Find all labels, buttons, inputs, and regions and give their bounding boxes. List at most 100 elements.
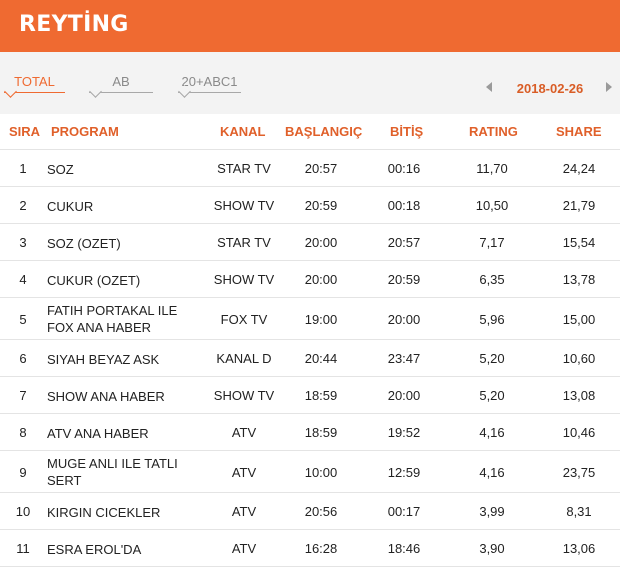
end-time-cell: 20:00 (387, 312, 421, 327)
tab-underline (178, 92, 241, 93)
start-time-cell: 20:59 (304, 198, 338, 213)
date-label: 2018-02-26 (516, 81, 584, 96)
rating-cell: 3,90 (479, 541, 505, 556)
start-time-cell: 20:56 (304, 504, 338, 519)
share-cell: 21,79 (562, 198, 596, 213)
program-cell: SIYAH BEYAZ ASK (47, 352, 160, 367)
sira-cell: 9 (19, 465, 27, 480)
start-time-cell: 20:00 (304, 235, 338, 250)
program-cell: CUKUR (47, 199, 94, 214)
kanal-cell: SHOW TV (213, 272, 275, 287)
tab-ab-label: AB (112, 74, 130, 89)
share-cell: 23,75 (562, 465, 596, 480)
tab-underline (89, 92, 153, 93)
end-time-cell: 00:18 (387, 198, 421, 213)
kanal-cell: STAR TV (217, 161, 271, 176)
tab-bar: TOTAL AB 20+ABC1 2018-02-26 (0, 52, 620, 114)
column-header-sira: SIRA (9, 124, 41, 139)
program-cell: SHOW ANA HABER (47, 389, 165, 404)
end-time-cell: 12:59 (387, 465, 421, 480)
start-time-cell: 16:28 (304, 541, 338, 556)
kanal-cell: FOX TV (220, 312, 268, 327)
start-time-cell: 19:00 (304, 312, 338, 327)
page-title: REYTİNG (19, 12, 129, 37)
kanal-cell: SHOW TV (213, 198, 275, 213)
program-cell: SOZ (OZET) (47, 236, 121, 251)
kanal-cell: SHOW TV (213, 388, 275, 403)
end-time-cell: 20:59 (387, 272, 421, 287)
program-cell: CUKUR (OZET) (47, 273, 141, 288)
table-row: 6 SIYAH BEYAZ ASK KANAL D 20:44 23:47 5,20 10,… (0, 340, 620, 377)
tab-ab[interactable]: AB (89, 74, 153, 100)
share-cell: 15,00 (562, 312, 596, 327)
end-time-cell: 20:57 (387, 235, 421, 250)
sira-cell: 7 (19, 388, 27, 403)
table-row: 2 CUKUR SHOW TV 20:59 00:18 10,50 21,79 (0, 187, 620, 224)
page-header: REYTİNG (0, 0, 620, 52)
table-row: 4 CUKUR (OZET) SHOW TV 20:00 20:59 6,35 13,78 (0, 261, 620, 298)
program-cell: KIRGIN CICEKLER (47, 505, 161, 520)
column-header-bitis: BİTİŞ (390, 124, 424, 139)
table-row: 5 FATIH PORTAKAL ILE FOX ANA HABER FOX TV 1… (0, 298, 620, 340)
column-header-kanal: KANAL (220, 124, 266, 139)
table-row: 9 MUGE ANLI ILE TATLI SERT ATV 10:00 12:59 4,… (0, 451, 620, 493)
rating-cell: 5,20 (479, 388, 505, 403)
end-time-cell: 19:52 (387, 425, 421, 440)
end-time-cell: 23:47 (387, 351, 421, 366)
tab-20-abc1[interactable]: 20+ABC1 (178, 74, 241, 100)
sira-cell: 5 (19, 312, 27, 327)
rating-cell: 6,35 (479, 272, 505, 287)
start-time-cell: 20:44 (304, 351, 338, 366)
table-header: SIRA PROGRAM KANAL BAŞLANGIÇ BİTİŞ RATIN… (0, 114, 620, 150)
program-cell: ESRA EROL'DA (47, 542, 142, 557)
sira-cell: 2 (19, 198, 27, 213)
column-header-share: SHARE (556, 124, 602, 139)
start-time-cell: 20:57 (304, 161, 338, 176)
share-cell: 13,06 (562, 541, 596, 556)
share-cell: 15,54 (562, 235, 596, 250)
share-cell: 8,31 (566, 504, 592, 519)
rating-cell: 4,16 (479, 465, 505, 480)
rating-cell: 3,99 (479, 504, 505, 519)
table-row: 1 SOZ STAR TV 20:57 00:16 11,70 24,24 (0, 150, 620, 187)
end-time-cell: 20:00 (387, 388, 421, 403)
sira-cell: 11 (16, 541, 30, 556)
sira-cell: 6 (19, 351, 27, 366)
column-header-program: PROGRAM (51, 124, 119, 139)
tab-underline (4, 92, 65, 93)
share-cell: 24,24 (562, 161, 596, 176)
next-date-icon[interactable] (606, 82, 612, 92)
program-cell: ATV ANA HABER (47, 426, 149, 441)
program-cell: SOZ (47, 162, 74, 177)
start-time-cell: 18:59 (304, 425, 338, 440)
kanal-cell: ATV (231, 504, 257, 519)
share-cell: 10,46 (562, 425, 596, 440)
start-time-cell: 20:00 (304, 272, 338, 287)
share-cell: 13,78 (562, 272, 596, 287)
kanal-cell: KANAL D (216, 351, 272, 366)
program-cell: FATIH PORTAKAL ILE FOX ANA HABER (47, 303, 178, 335)
column-header-rating: RATING (469, 124, 518, 139)
rating-cell: 5,96 (479, 312, 505, 327)
start-time-cell: 10:00 (304, 465, 338, 480)
table-row: 3 SOZ (OZET) STAR TV 20:00 20:57 7,17 15,54 (0, 224, 620, 261)
kanal-cell: ATV (231, 425, 257, 440)
kanal-cell: ATV (231, 465, 257, 480)
sira-cell: 3 (19, 235, 27, 250)
kanal-cell: ATV (231, 541, 257, 556)
table-row: 8 ATV ANA HABER ATV 18:59 19:52 4,16 10,46 (0, 414, 620, 451)
table-row: 7 SHOW ANA HABER SHOW TV 18:59 20:00 5,20 13,0… (0, 377, 620, 414)
rating-cell: 11,70 (476, 161, 508, 176)
tab-total[interactable]: TOTAL (4, 74, 65, 100)
previous-date-icon[interactable] (486, 82, 492, 92)
rating-cell: 10,50 (475, 198, 509, 213)
column-header-baslangic: BAŞLANGIÇ (285, 124, 363, 139)
kanal-cell: STAR TV (217, 235, 271, 250)
table-row: 11 ESRA EROL'DA ATV 16:28 18:46 3,90 13,06 (0, 530, 620, 567)
program-cell: MUGE ANLI ILE TATLI SERT (47, 456, 178, 488)
end-time-cell: 00:17 (387, 504, 421, 519)
start-time-cell: 18:59 (304, 388, 338, 403)
sira-cell: 4 (19, 272, 27, 287)
sira-cell: 10 (15, 504, 31, 519)
rating-cell: 4,16 (479, 425, 505, 440)
